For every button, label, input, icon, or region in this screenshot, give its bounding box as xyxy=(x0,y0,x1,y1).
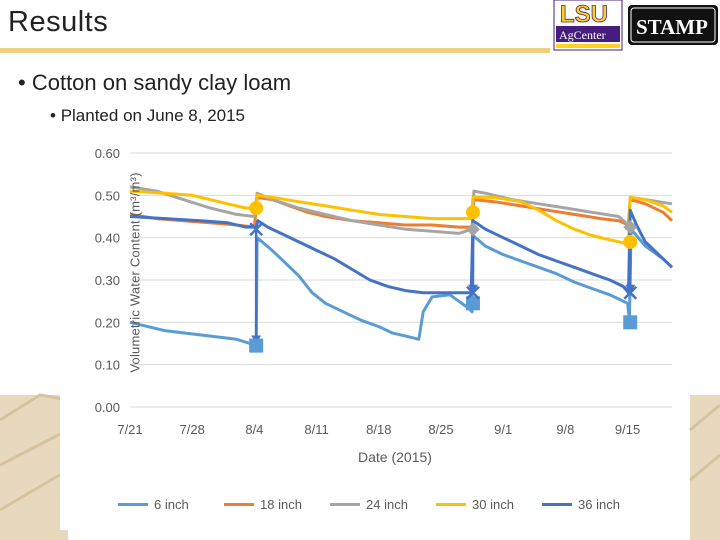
x-axis-ticks: 7/21 7/28 8/4 8/11 8/18 8/25 9/1 9/8 9/15 xyxy=(117,422,640,437)
legend-swatch xyxy=(118,502,148,506)
event-markers xyxy=(249,201,638,353)
legend-label: 6 inch xyxy=(154,496,189,512)
circle-marker xyxy=(623,234,638,249)
series-6-inch xyxy=(129,227,674,345)
arrow-head xyxy=(467,284,478,293)
legend-item: 24 inch xyxy=(330,493,408,515)
bullet-crop: • Cotton on sandy clay loam xyxy=(18,70,291,96)
series-lines xyxy=(129,185,674,345)
y-tick-label: 0.30 xyxy=(95,273,120,288)
svg-text:AgCenter: AgCenter xyxy=(559,28,606,42)
stamp-logo: STAMP xyxy=(628,5,718,45)
cross-marker xyxy=(623,285,638,300)
arrow-head xyxy=(625,284,636,293)
y-tick-label: 0.50 xyxy=(95,188,120,203)
cross-marker xyxy=(249,222,264,237)
bullet-planting-text: Planted on June 8, 2015 xyxy=(60,106,246,125)
x-tick-label: 9/1 xyxy=(494,422,512,437)
circle-marker xyxy=(465,205,480,220)
cross-marker xyxy=(466,285,480,300)
chart-legend: 6 inch 18 inch 24 inch 30 inch 36 inch xyxy=(118,493,678,515)
square-marker xyxy=(249,338,264,353)
x-tick-label: 7/28 xyxy=(180,422,205,437)
y-tick-label: 0.40 xyxy=(95,231,120,246)
legend-label: 24 inch xyxy=(366,496,408,512)
bullet-planting: • Planted on June 8, 2015 xyxy=(50,106,245,126)
x-tick-label: 8/18 xyxy=(366,422,391,437)
x-tick-label: 7/21 xyxy=(117,422,142,437)
svg-text:LSU: LSU xyxy=(560,1,608,28)
legend-item: 36 inch xyxy=(542,493,620,515)
y-tick-label: 0.60 xyxy=(95,146,120,161)
water-content-chart: 0.00 0.10 0.20 0.30 0.40 0.50 0.60 7/21 7/28 8/4… xyxy=(95,146,674,437)
page-title: Results xyxy=(8,6,109,38)
x-tick-label: 8/25 xyxy=(428,422,453,437)
square-marker xyxy=(465,296,480,311)
y-tick-label: 0.10 xyxy=(95,358,120,373)
grid-lines xyxy=(130,152,672,408)
legend-item: 18 inch xyxy=(224,493,302,515)
chart-area: 0.00 0.10 0.20 0.30 0.40 0.50 0.60 7/21 7/28 8/4… xyxy=(60,135,680,530)
legend-label: 36 inch xyxy=(578,496,620,512)
legend-swatch xyxy=(330,502,360,506)
square-marker xyxy=(623,315,638,330)
diamond-marker xyxy=(465,222,480,237)
x-tick-label: 8/11 xyxy=(304,422,328,437)
legend-label: 30 inch xyxy=(472,496,514,512)
y-axis-ticks: 0.00 0.10 0.20 0.30 0.40 0.50 0.60 xyxy=(95,146,120,415)
legend-label: 18 inch xyxy=(260,496,302,512)
bullet-marker: • xyxy=(18,70,26,95)
x-tick-label: 8/4 xyxy=(245,422,263,437)
x-tick-label: 9/8 xyxy=(556,422,574,437)
legend-item: 30 inch xyxy=(436,493,514,515)
y-tick-label: 0.20 xyxy=(95,315,120,330)
legend-swatch xyxy=(436,502,466,506)
series-24-inch xyxy=(129,185,673,235)
logos: LSU AgCenter STAMP xyxy=(553,0,718,51)
svg-text:STAMP: STAMP xyxy=(636,15,708,39)
legend-item: 6 inch xyxy=(118,493,189,515)
bullet-marker: • xyxy=(50,106,56,125)
legend-swatch xyxy=(542,502,572,506)
y-tick-label: 0.00 xyxy=(95,400,120,415)
x-axis-label: Date (2015) xyxy=(358,449,432,465)
diamond-marker xyxy=(623,220,638,235)
bullet-crop-text: Cotton on sandy clay loam xyxy=(31,70,292,95)
x-tick-label: 9/15 xyxy=(615,422,640,437)
legend-swatch xyxy=(224,502,254,506)
title-underline xyxy=(0,48,550,53)
y-axis-label: Volumetric Water Content (m³/m³) xyxy=(127,172,143,373)
series-30-inch xyxy=(129,189,673,246)
circle-marker xyxy=(249,201,264,216)
lsu-agcenter-logo: LSU AgCenter xyxy=(553,0,623,51)
